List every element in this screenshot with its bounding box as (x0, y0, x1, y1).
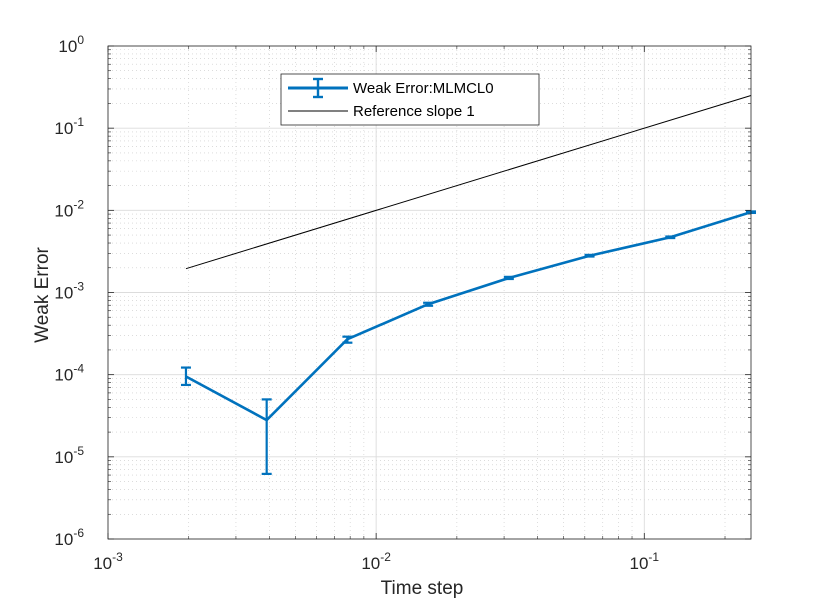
weak-error-line (185, 210, 752, 422)
y-tick-label: 10-2 (54, 197, 84, 220)
error-bar (180, 366, 191, 387)
x-axis-label: Time step (381, 578, 464, 599)
x-tick-label: 10-3 (93, 550, 123, 573)
legend-label-weak-error: Weak Error:MLMCL0 (353, 80, 494, 97)
x-tick-label: 10-2 (361, 550, 391, 573)
error-bar (261, 398, 272, 475)
legend-label-reference: Reference slope 1 (353, 103, 475, 120)
x-tick-label: 10-1 (629, 550, 659, 573)
y-tick-label: 10-1 (54, 115, 84, 138)
series-layer (180, 94, 756, 475)
reference-slope-line (185, 94, 752, 270)
y-tick-label: 100 (58, 33, 84, 56)
y-tick-label: 10-6 (54, 526, 84, 549)
error-bar (342, 335, 353, 344)
legend: Weak Error:MLMCL0 Reference slope 1 (280, 73, 540, 126)
tick-labels: 10-3 10-2 10-1 10-6 10-5 10-4 10-3 10-2 10-1 100 (54, 33, 659, 573)
error-bar (423, 301, 434, 307)
error-bar (503, 275, 514, 281)
y-tick-label: 10-4 (54, 362, 84, 385)
legend-marker-weak-error (288, 77, 348, 99)
y-tick-label: 10-5 (54, 444, 84, 467)
error-bar (665, 235, 676, 240)
legend-box (280, 73, 540, 126)
y-tick-label: 10-3 (54, 280, 84, 303)
y-axis-label: Weak Error (32, 246, 53, 342)
error-bar (584, 253, 595, 258)
axis-ticks (107, 45, 751, 540)
